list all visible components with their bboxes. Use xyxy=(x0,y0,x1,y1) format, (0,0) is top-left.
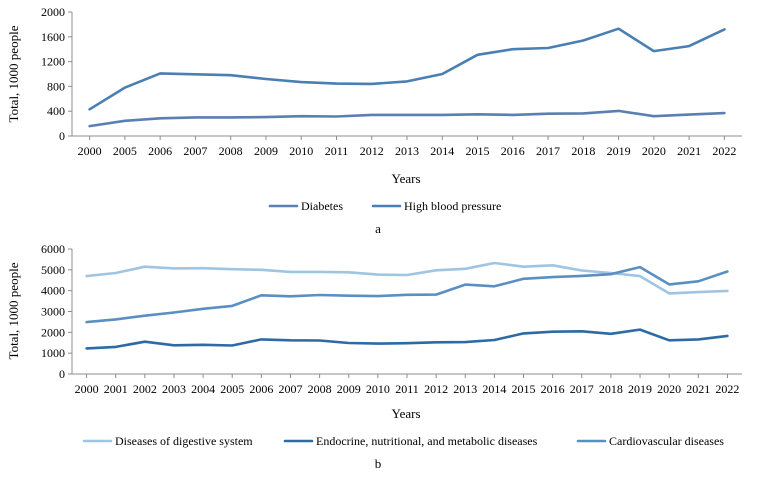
panel-b-legend-label-3: Cardiovascular diseases xyxy=(609,434,724,448)
panel-b-series-line-3 xyxy=(85,265,729,324)
panel-a-x-tick-label: 2000 xyxy=(78,144,102,158)
panel-b-x-tick-label: 2006 xyxy=(249,382,273,396)
panel-b-x-tick-label: 2016 xyxy=(541,382,565,396)
panel-a-y-tick-label: 800 xyxy=(47,79,65,93)
panel-a-x-tick-label: 2007 xyxy=(183,144,207,158)
panel-a-x-tick-label: 2019 xyxy=(607,144,631,158)
panel-b-y-tick-label: 3000 xyxy=(41,305,65,319)
panel-b-x-tick-label: 2015 xyxy=(512,382,536,396)
panel-b-x-tick-label: 2008 xyxy=(308,382,332,396)
panel-b-x-tick-label: 2017 xyxy=(570,382,594,396)
panel-a-series-line-1 xyxy=(88,109,726,128)
panel-b-x-tick-label: 2011 xyxy=(395,382,419,396)
panel-b-y-tick-label: 0 xyxy=(59,367,65,381)
panel-a-x-tick-label: 2012 xyxy=(360,144,384,158)
panel-a-x-tick-label: 2011 xyxy=(325,144,349,158)
panel-b-x-tick-label: 2010 xyxy=(366,382,390,396)
panel-a-x-tick-label: 2009 xyxy=(254,144,278,158)
panel-b-x-tick-label: 2001 xyxy=(104,382,128,396)
panel-b-x-tick-label: 2022 xyxy=(715,382,739,396)
panel-a-x-tick-label: 2006 xyxy=(148,144,172,158)
panel-a-x-tick-label: 2018 xyxy=(571,144,595,158)
panel-a-legend: Diabetes High blood pressure xyxy=(268,199,501,213)
panel-b-x-tick-label: 2003 xyxy=(162,382,186,396)
panel-a-x-tick-label: 2008 xyxy=(219,144,243,158)
panel-b-legend-label-1: Diseases of digestive system xyxy=(115,434,253,448)
panel-a-legend-label-1: Diabetes xyxy=(301,199,343,213)
panel-b-x-axis-title: Years xyxy=(391,406,420,421)
panel-b-y-tick-label: 2000 xyxy=(41,325,65,339)
panel-a-x-tick-label: 2016 xyxy=(501,144,525,158)
panel-a-y-ticks: 0 400 800 1200 1600 2000 xyxy=(41,5,72,143)
panel-b-lines xyxy=(85,261,729,350)
panel-b-x-tick-label: 2012 xyxy=(424,382,448,396)
panel-a-x-tick-label: 2013 xyxy=(395,144,419,158)
panel-a-y-tick-label: 1600 xyxy=(41,30,65,44)
panel-b-y-tick-label: 6000 xyxy=(41,242,65,256)
panel-a-x-tick-label: 2017 xyxy=(536,144,560,158)
panel-a-x-tick-label: 2015 xyxy=(466,144,490,158)
panel-a-lines xyxy=(88,27,726,128)
panel-b-x-tick-label: 2013 xyxy=(453,382,477,396)
panel-a-y-axis-title: Total, 1000 people xyxy=(6,25,21,122)
panel-b-x-tick-label: 2005 xyxy=(220,382,244,396)
panel-a-x-axis-title: Years xyxy=(391,171,420,186)
panel-a-chart: 0 400 800 1200 1600 2000 2000 2005 2006 2007 2008… xyxy=(6,5,742,236)
panel-b-x-tick-label: 2004 xyxy=(191,382,215,396)
panel-a-y-tick-label: 400 xyxy=(47,104,65,118)
panel-a-x-tick-label: 2021 xyxy=(677,144,701,158)
panel-b-x-tick-label: 2019 xyxy=(628,382,652,396)
panel-b-x-ticks: 2000 2001 2002 2003 2004 2005 2006 2007 2008 2009… xyxy=(75,374,739,396)
panel-b-series-line-1 xyxy=(85,261,729,295)
panel-b-y-tick-label: 4000 xyxy=(41,284,65,298)
panel-b-y-ticks: 0 1000 2000 3000 4000 5000 6000 xyxy=(41,242,72,381)
panel-a-x-tick-label: 2020 xyxy=(642,144,666,158)
panel-a-y-tick-label: 0 xyxy=(59,129,65,143)
panel-a-y-tick-label: 1200 xyxy=(41,55,65,69)
panel-b-x-tick-label: 2000 xyxy=(75,382,99,396)
panel-a-legend-label-2: High blood pressure xyxy=(404,199,501,213)
panel-b-series-line-2 xyxy=(85,328,729,350)
panel-b-x-tick-label: 2009 xyxy=(337,382,361,396)
panel-b-label: b xyxy=(375,456,382,471)
panel-b-x-tick-label: 2007 xyxy=(278,382,302,396)
panel-b-legend-label-2: Endocrine, nutritional, and metabolic di… xyxy=(316,434,538,448)
panel-b-y-tick-label: 1000 xyxy=(41,346,65,360)
panel-a-series-line-2 xyxy=(88,27,726,111)
panel-b-legend: Diseases of digestive system Endocrine, n… xyxy=(82,434,724,448)
panel-b-x-tick-label: 2002 xyxy=(133,382,157,396)
panel-a-y-tick-label: 2000 xyxy=(41,5,65,19)
panel-b-y-tick-label: 5000 xyxy=(41,263,65,277)
panel-b-x-tick-label: 2021 xyxy=(686,382,710,396)
panel-b-x-tick-label: 2014 xyxy=(482,382,506,396)
panel-b-y-axis-title: Total, 1000 people xyxy=(6,262,21,359)
panel-b-x-tick-label: 2018 xyxy=(599,382,623,396)
panel-a-x-ticks: 2000 2005 2006 2007 2008 2009 2010 2011 2012 2013… xyxy=(78,136,736,158)
panel-b-x-tick-label: 2020 xyxy=(657,382,681,396)
panel-a-x-tick-label: 2010 xyxy=(289,144,313,158)
panel-a-x-tick-label: 2014 xyxy=(430,144,454,158)
panel-a-x-tick-label: 2005 xyxy=(113,144,137,158)
panel-a-label: a xyxy=(375,221,381,236)
panel-a-x-tick-label: 2022 xyxy=(712,144,736,158)
